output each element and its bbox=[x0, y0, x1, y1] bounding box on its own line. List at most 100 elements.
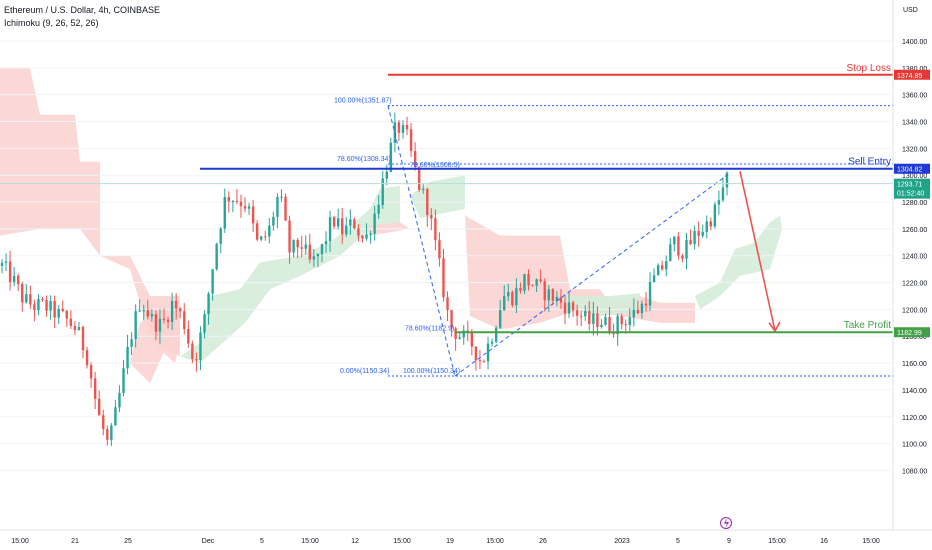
candle-body bbox=[725, 172, 729, 188]
candle-body bbox=[442, 258, 445, 298]
cloud-bear-segment bbox=[0, 67, 180, 364]
candle-body bbox=[636, 309, 640, 314]
fib-label: 100.00%(1150.34) bbox=[403, 368, 460, 375]
candle-body bbox=[179, 308, 182, 312]
time-tick-label: 21 bbox=[71, 538, 79, 545]
candle-body bbox=[438, 240, 441, 259]
candle-body bbox=[656, 265, 660, 276]
candle-body bbox=[150, 314, 154, 317]
indicator-label[interactable]: Ichimoku (9, 26, 52, 26) bbox=[4, 18, 99, 28]
current-price-badge bbox=[894, 178, 930, 199]
candle-body bbox=[628, 317, 631, 325]
candle-body bbox=[239, 201, 243, 207]
candle-body bbox=[231, 201, 235, 203]
candle-body bbox=[255, 223, 259, 240]
candle-body bbox=[183, 311, 186, 329]
candle-body bbox=[316, 254, 320, 257]
time-tick-label: 2023 bbox=[614, 538, 630, 545]
price-tick-label: 1120.00 bbox=[902, 415, 927, 422]
price-tick-label: 1380.00 bbox=[902, 66, 927, 73]
candle-body bbox=[276, 197, 279, 217]
time-tick-label: 15:00 bbox=[301, 538, 319, 545]
ichimoku-cloud bbox=[0, 67, 782, 384]
fib-label: 78.60%(1308.5) bbox=[410, 162, 460, 169]
candle-body bbox=[705, 221, 708, 232]
candle-body bbox=[413, 150, 417, 168]
candle-body bbox=[515, 288, 518, 306]
candle-body bbox=[539, 279, 542, 282]
candle-body bbox=[462, 330, 465, 338]
candle-body bbox=[235, 201, 239, 203]
candle-body bbox=[118, 393, 121, 408]
candle-body bbox=[61, 308, 64, 311]
time-tick-label: 15:00 bbox=[768, 538, 786, 545]
candle-body bbox=[332, 217, 336, 227]
current-price-badge-countdown: 01:52:40 bbox=[897, 191, 924, 198]
candle-body bbox=[0, 262, 4, 266]
candle-body bbox=[312, 256, 316, 260]
candle-body bbox=[195, 359, 198, 361]
candle-body bbox=[571, 302, 575, 311]
chart-grid bbox=[0, 40, 893, 471]
candle-body bbox=[474, 346, 478, 361]
fib-trend-line bbox=[454, 174, 728, 377]
candle-body bbox=[324, 241, 328, 245]
cloud-bull-segment bbox=[695, 215, 782, 310]
candle-body bbox=[523, 274, 526, 291]
candle-body bbox=[211, 269, 214, 294]
candle-body bbox=[361, 235, 364, 239]
candle-body bbox=[73, 325, 77, 331]
candle-body bbox=[357, 228, 360, 236]
candle-body bbox=[260, 236, 263, 240]
candle-body bbox=[713, 204, 717, 227]
candle-body bbox=[21, 284, 24, 303]
candle-body bbox=[458, 337, 461, 339]
candle-body bbox=[341, 218, 344, 235]
candle-body bbox=[296, 239, 299, 248]
candle-body bbox=[600, 324, 603, 328]
candle-body bbox=[612, 332, 615, 335]
time-tick-label: 15:00 bbox=[486, 538, 504, 545]
sell-entry-price-badge bbox=[894, 163, 930, 174]
candle-body bbox=[677, 236, 680, 256]
candle-body bbox=[575, 310, 579, 316]
candle-body bbox=[207, 293, 210, 315]
candle-body bbox=[454, 328, 457, 339]
candle-body bbox=[89, 365, 93, 379]
price-tick-label: 1100.00 bbox=[902, 442, 927, 449]
candle-body bbox=[592, 313, 595, 324]
time-tick-label: Dec bbox=[202, 538, 215, 545]
chart-title: Ethereum / U.S. Dollar, 4h, COINBASE bbox=[4, 5, 161, 15]
candle-body bbox=[17, 275, 20, 285]
candle-body bbox=[12, 275, 16, 283]
candle-body bbox=[29, 294, 32, 305]
candle-body bbox=[584, 311, 587, 317]
candle-body bbox=[531, 285, 534, 287]
candle-body bbox=[345, 225, 348, 235]
candle-body bbox=[430, 215, 433, 219]
candle-body bbox=[466, 330, 469, 332]
time-axis: 15:00 21 25 Dec 5 15:00 12 15:00 19 15:00 26 2023 5 9… bbox=[0, 529, 932, 545]
candle-body bbox=[567, 302, 571, 314]
candle-body bbox=[665, 261, 668, 270]
cloud-bull-segment bbox=[560, 293, 640, 317]
candle-body bbox=[482, 361, 486, 363]
candle-body bbox=[644, 303, 648, 306]
candle-body bbox=[8, 261, 12, 283]
candle-body bbox=[69, 318, 73, 326]
candle-body bbox=[93, 378, 97, 399]
fib-label: 78.60%(1182.9) bbox=[405, 325, 454, 332]
candle-body bbox=[365, 234, 368, 239]
candle-body bbox=[450, 310, 453, 329]
candle-body bbox=[300, 247, 303, 249]
candle-body bbox=[41, 299, 44, 301]
candle-body bbox=[616, 316, 619, 335]
candle-body bbox=[328, 217, 332, 242]
current-price-badge-text: 1293.71 bbox=[897, 182, 922, 189]
time-tick-label: 15:00 bbox=[393, 538, 411, 545]
candle-body bbox=[85, 350, 89, 366]
candle-body bbox=[268, 225, 271, 237]
candle-body bbox=[122, 368, 125, 394]
candle-body bbox=[717, 200, 721, 205]
